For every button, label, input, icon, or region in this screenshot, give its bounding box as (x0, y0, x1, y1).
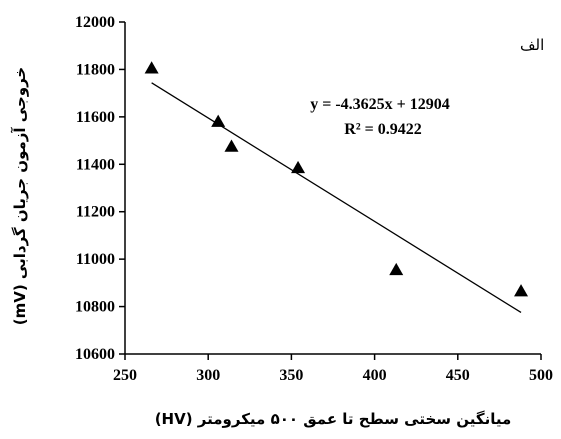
y-tick-label: 11800 (76, 61, 115, 78)
y-tick-label: 10600 (75, 346, 115, 363)
data-point-triangle (514, 284, 529, 297)
x-tick-label: 500 (529, 367, 553, 384)
y-axis-title: خروجی آزمون جریان گردابی (mV) (11, 67, 29, 326)
y-axis-ticks: 10600 10800 11000 11200 11400 11600 11800 12000 (75, 14, 125, 363)
data-point-triangle (291, 160, 306, 174)
data-point-triangle (224, 139, 239, 152)
data-point-triangle (144, 61, 159, 74)
data-point-triangle (211, 114, 226, 127)
x-axis-title: میانگین سختی سطح تا عمق ۵۰۰ میکرومتر (HV… (155, 410, 512, 428)
x-tick-label: 450 (446, 367, 470, 384)
y-tick-label: 11400 (76, 156, 115, 173)
y-tick-label: 11000 (76, 251, 115, 268)
y-tick-label: 11600 (76, 109, 115, 126)
trendline (151, 82, 522, 314)
y-tick-label: 10800 (75, 299, 115, 316)
x-tick-label: 250 (113, 367, 137, 384)
r-squared-label: R² = 0.9422 (344, 121, 421, 138)
panel-label: الف (520, 36, 544, 54)
y-tick-label: 12000 (75, 14, 115, 31)
trendline-layer (151, 82, 522, 314)
data-points (144, 61, 529, 297)
y-tick-label: 11200 (76, 204, 115, 221)
x-tick-label: 350 (279, 367, 303, 384)
x-tick-label: 400 (363, 367, 387, 384)
data-point-triangle (389, 262, 404, 276)
x-tick-label: 300 (196, 367, 220, 384)
trendline-equation: y = -4.3625x + 12904 (310, 96, 450, 113)
x-axis-ticks: 250 300 350 400 450 500 (113, 354, 553, 384)
